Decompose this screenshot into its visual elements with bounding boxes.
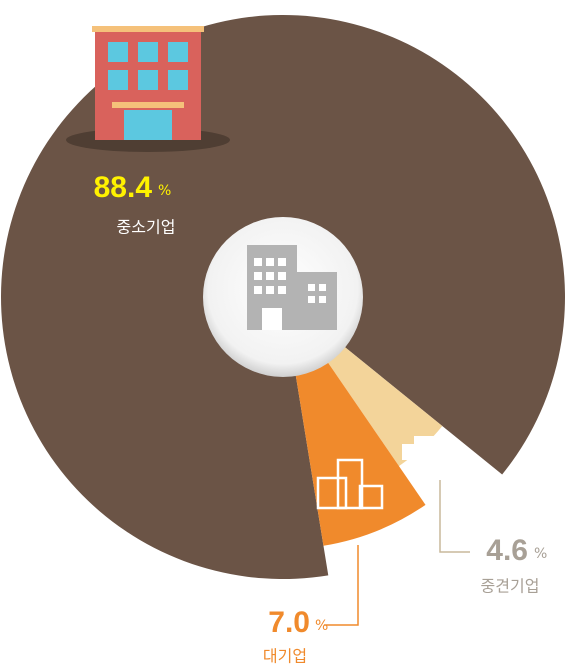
value-label: 88.4 (94, 171, 153, 204)
large-business-icon (316, 458, 384, 510)
center-icon (247, 245, 337, 330)
category-label: 중견기업 (481, 577, 540, 596)
value-label: 4.6 (486, 534, 528, 567)
value-label: 7.0 (268, 606, 310, 639)
unit-label: % (534, 546, 547, 562)
unit-label: % (158, 183, 171, 199)
unit-label: % (315, 618, 328, 634)
category-label: 중소기업 (117, 218, 176, 237)
mid-business-icon (402, 436, 438, 460)
leader-line (439, 480, 470, 553)
small-business-icon (66, 26, 230, 152)
leader-line (324, 545, 359, 626)
category-label: 대기업 (263, 647, 307, 666)
